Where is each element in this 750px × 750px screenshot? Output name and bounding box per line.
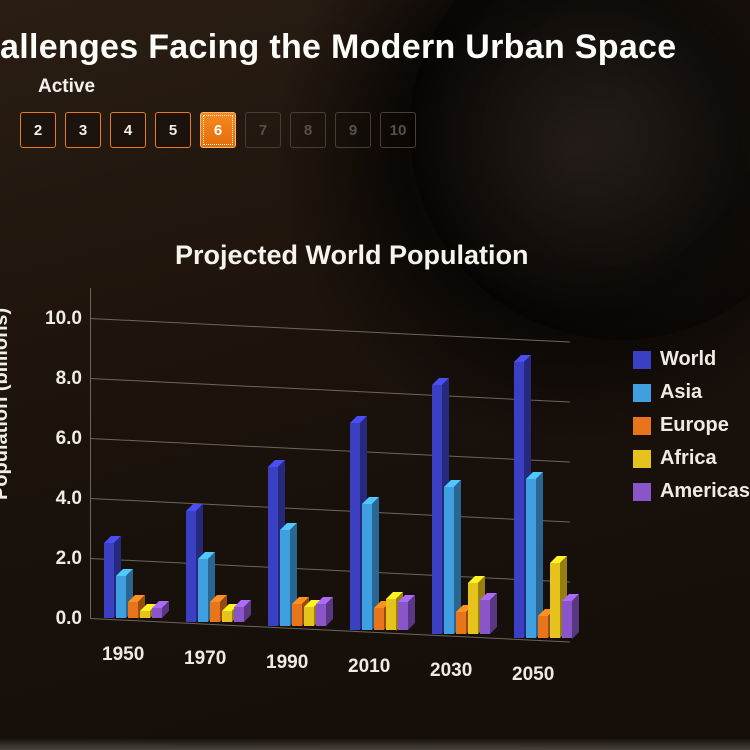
tab-3[interactable]: 3 [65,112,101,148]
legend-label: Europe [660,414,729,437]
legend-item-europe: Europe [633,414,750,437]
legend-item-asia: Asia [633,381,750,404]
chart-title: Projected World Population [175,240,529,271]
bar-asia-2010 [362,504,372,630]
bar-africa-1970 [222,611,232,622]
bar-europe-1990 [292,604,302,626]
tab-7: 7 [245,112,281,148]
bar-world-1970 [186,511,196,622]
bar-asia-2030 [444,487,454,634]
bar-africa-2050 [550,563,560,638]
bar-cluster-1970 [186,322,244,622]
tab-5[interactable]: 5 [155,112,191,148]
bar-americas-2010 [398,602,408,630]
bar-cluster-1990 [268,326,326,626]
y-tick-label: 0.0 [32,608,82,630]
bar-americas-1990 [316,604,326,626]
bar-world-2050 [514,362,524,638]
screen-bottom-edge [0,738,750,750]
y-tick-label: 4.0 [32,488,82,510]
question-tabs: 2345678910 [20,112,416,148]
bar-americas-2030 [480,600,490,634]
legend-label: World [660,348,716,371]
bar-cluster-2030 [432,334,490,634]
tab-4[interactable]: 4 [110,112,146,148]
bar-world-2010 [350,423,360,630]
bar-americas-1950 [152,608,162,618]
legend-item-world: World [633,348,750,371]
bar-asia-1970 [198,559,208,622]
x-tick-label-1970: 1970 [184,648,226,670]
x-tick-label-2050: 2050 [512,664,554,686]
legend-swatch [633,384,651,402]
legend-label: Asia [660,381,702,404]
legend-swatch [633,351,651,369]
y-axis-line [90,288,91,618]
legend-label: Africa [660,447,717,470]
bar-world-1950 [104,543,114,618]
bar-europe-1950 [128,602,138,619]
page-title: allenges Facing the Modern Urban Space [0,28,676,67]
x-tick-label-1990: 1990 [266,652,308,674]
tab-8: 8 [290,112,326,148]
bar-world-2030 [432,385,442,634]
active-label: Active [38,76,95,98]
x-tick-label-2010: 2010 [348,656,390,678]
bar-cluster-2010 [350,330,408,630]
legend-swatch [633,483,651,501]
bar-africa-2030 [468,583,478,634]
bar-europe-2010 [374,608,384,630]
bar-europe-2050 [538,616,548,638]
y-tick-label: 2.0 [32,548,82,570]
bar-asia-2050 [526,479,536,638]
bar-africa-1990 [304,607,314,626]
bar-cluster-2050 [514,338,572,638]
tab-2[interactable]: 2 [20,112,56,148]
legend-item-africa: Africa [633,447,750,470]
x-tick-label-2030: 2030 [430,660,472,682]
bar-americas-1970 [234,607,244,622]
legend-item-americas: Americas [633,480,750,503]
bar-asia-1990 [280,530,290,626]
bar-africa-1950 [140,611,150,618]
y-tick-label: 10.0 [32,308,82,330]
tab-9: 9 [335,112,371,148]
tab-6[interactable]: 6 [200,112,236,148]
bar-asia-1950 [116,576,126,618]
y-tick-label: 8.0 [32,368,82,390]
legend: World Asia Europe Africa Americas [633,348,750,513]
y-tick-label: 6.0 [32,428,82,450]
x-tick-label-1950: 1950 [102,644,144,666]
legend-label: Americas [660,480,750,503]
legend-swatch [633,450,651,468]
bar-africa-2010 [386,599,396,631]
bar-world-1990 [268,467,278,626]
bar-americas-2050 [562,601,572,639]
bar-europe-2030 [456,612,466,634]
plot-area: 0.02.04.06.08.010.0 [90,288,570,618]
y-axis-label: Population (billions) [0,308,13,500]
tab-10: 10 [380,112,416,148]
bar-cluster-1950 [104,318,162,618]
legend-swatch [633,417,651,435]
bar-europe-1970 [210,602,220,622]
